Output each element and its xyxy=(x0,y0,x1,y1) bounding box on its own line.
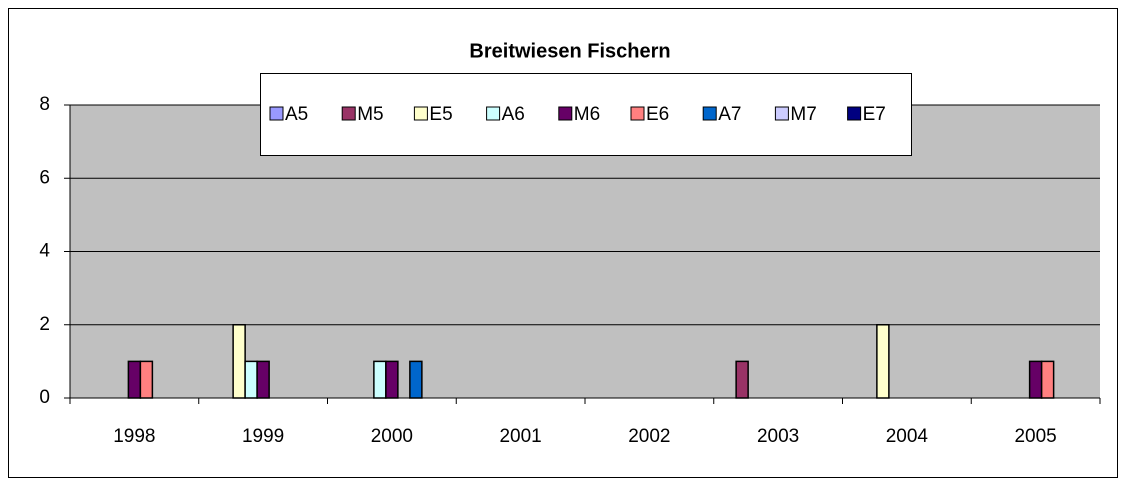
x-tick-label: 1998 xyxy=(113,426,155,447)
legend-label: A7 xyxy=(718,104,741,125)
legend-swatch xyxy=(847,106,862,121)
legend-label: M7 xyxy=(790,104,816,125)
y-tick-label: 4 xyxy=(39,241,50,262)
bar xyxy=(139,360,154,399)
x-tick-label: 2002 xyxy=(628,426,670,447)
y-tick-label: 6 xyxy=(39,167,50,188)
bar xyxy=(1040,360,1055,399)
legend-swatch xyxy=(486,106,501,121)
legend-swatch xyxy=(630,106,645,121)
legend-swatch xyxy=(558,106,573,121)
chart-title: Breitwiesen Fischern xyxy=(469,40,670,62)
bar xyxy=(127,360,142,399)
legend-label: M6 xyxy=(574,104,600,125)
legend-label: A6 xyxy=(502,104,525,125)
legend-swatch xyxy=(702,106,717,121)
x-tick-label: 2004 xyxy=(886,426,929,447)
x-tick-label: 2003 xyxy=(757,426,799,447)
x-tick-label: 2005 xyxy=(1014,426,1056,447)
legend-label: A5 xyxy=(285,104,308,125)
legend-swatch xyxy=(341,106,356,121)
bar xyxy=(256,360,270,399)
bar xyxy=(876,324,890,399)
x-tick-label: 1999 xyxy=(242,426,284,447)
x-tick-label: 2000 xyxy=(371,426,413,447)
legend-label: M5 xyxy=(357,104,383,125)
bar xyxy=(373,360,387,399)
legend-label: E7 xyxy=(863,104,886,125)
bar xyxy=(244,360,258,399)
bar xyxy=(409,360,423,399)
y-tick-label: 2 xyxy=(39,314,50,335)
legend-label: E6 xyxy=(646,104,669,125)
legend-swatch xyxy=(413,106,428,121)
y-tick-label: 8 xyxy=(39,94,50,115)
bar xyxy=(735,360,749,399)
bar xyxy=(232,324,246,399)
legend-swatch xyxy=(774,106,789,121)
y-tick-label: 0 xyxy=(39,387,50,408)
legend-label: E5 xyxy=(429,104,452,125)
x-tick-label: 2001 xyxy=(499,426,541,447)
legend-swatch xyxy=(269,106,284,121)
bar xyxy=(1028,360,1043,399)
bar xyxy=(385,360,399,399)
legend-box xyxy=(260,73,912,156)
